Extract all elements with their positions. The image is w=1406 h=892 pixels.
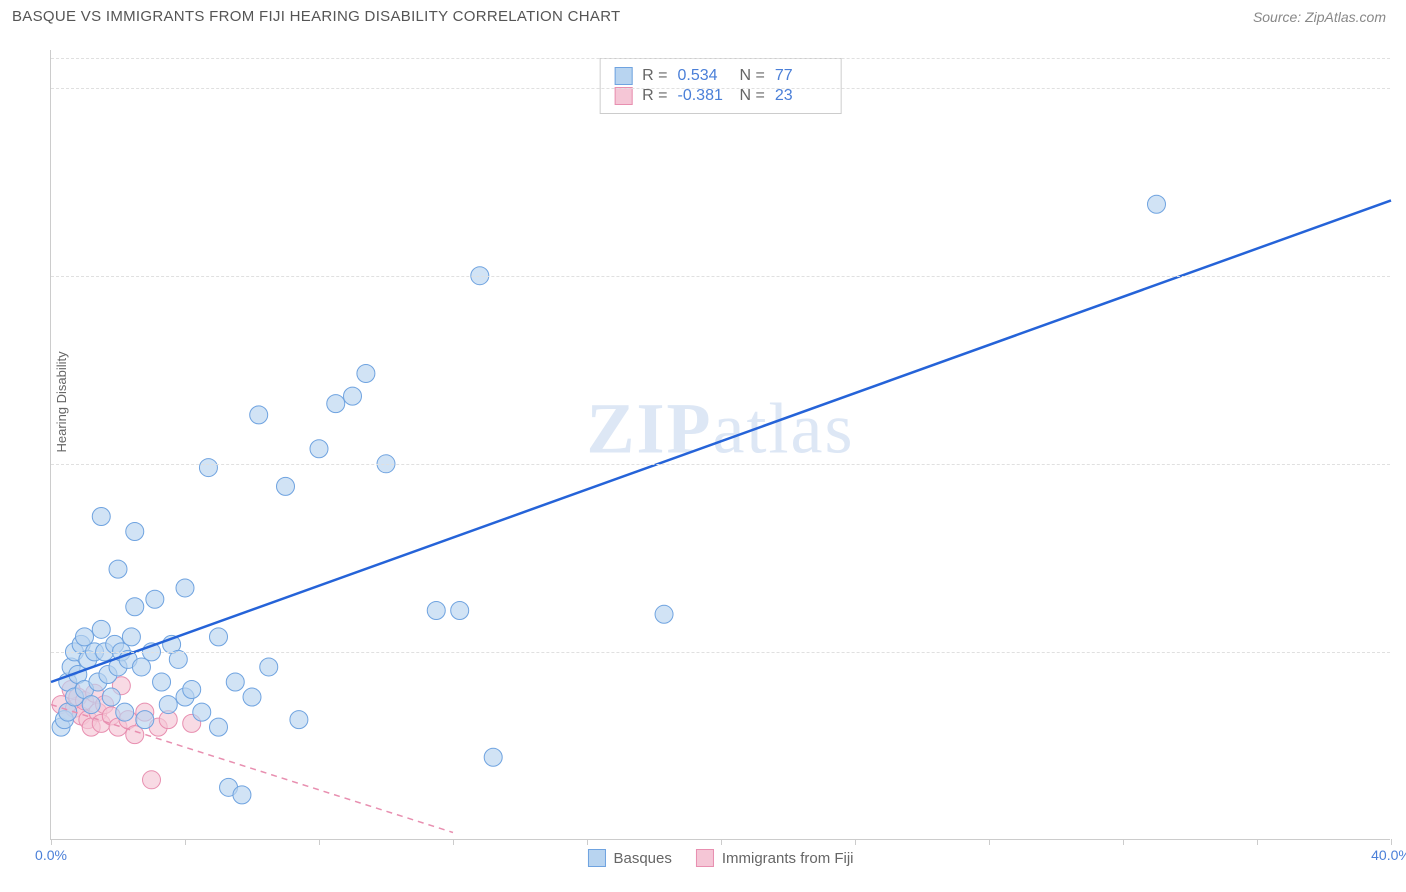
x-tick-label: 0.0% [35, 847, 67, 863]
legend-swatch [614, 87, 632, 105]
chart-title: BASQUE VS IMMIGRANTS FROM FIJI HEARING D… [12, 8, 621, 25]
scatter-point [427, 602, 445, 620]
scatter-point [126, 598, 144, 616]
scatter-point [159, 696, 177, 714]
x-tick [1123, 839, 1124, 845]
trend-line [51, 200, 1391, 682]
scatter-point [183, 681, 201, 699]
gridline [51, 88, 1390, 89]
stats-row: R = 0.534 N = 77 [614, 67, 827, 85]
stats-row: R = -0.381 N = 23 [614, 87, 827, 105]
x-tick [453, 839, 454, 845]
legend-label: Immigrants from Fiji [722, 850, 854, 867]
x-tick [587, 839, 588, 845]
stat-r-label: R = [642, 87, 667, 105]
x-tick [721, 839, 722, 845]
scatter-point [136, 711, 154, 729]
scatter-point [199, 459, 217, 477]
stat-r-label: R = [642, 67, 667, 85]
scatter-point [193, 703, 211, 721]
gridline [51, 58, 1390, 59]
scatter-point [82, 696, 100, 714]
stat-n-label: N = [740, 67, 765, 85]
scatter-point [290, 711, 308, 729]
legend-item: Basques [587, 849, 671, 867]
gridline [51, 276, 1390, 277]
y-axis-label: Hearing Disability [54, 351, 69, 452]
plot-region: ZIPatlas Hearing Disability R =0.534N =7… [50, 50, 1390, 840]
gridline [51, 652, 1390, 653]
scatter-point [327, 395, 345, 413]
legend-swatch [587, 849, 605, 867]
legend-label: Basques [613, 850, 671, 867]
scatter-point [357, 365, 375, 383]
stat-n-label: N = [740, 87, 765, 105]
stat-r-value: -0.381 [678, 87, 730, 105]
scatter-point [109, 560, 127, 578]
scatter-point [116, 703, 134, 721]
scatter-point [1148, 195, 1166, 213]
scatter-point [132, 658, 150, 676]
scatter-point [655, 605, 673, 623]
stat-r-value: 0.534 [678, 67, 730, 85]
scatter-point [451, 602, 469, 620]
x-tick [319, 839, 320, 845]
scatter-point [126, 523, 144, 541]
x-tick [855, 839, 856, 845]
chart-header: BASQUE VS IMMIGRANTS FROM FIJI HEARING D… [0, 0, 1406, 29]
stat-n-value: 77 [775, 67, 827, 85]
scatter-point [243, 688, 261, 706]
scatter-point [210, 628, 228, 646]
scatter-point [277, 477, 295, 495]
stat-n-value: 23 [775, 87, 827, 105]
plot-svg [51, 50, 1390, 839]
gridline [51, 464, 1390, 465]
x-tick [185, 839, 186, 845]
scatter-point [260, 658, 278, 676]
scatter-point [310, 440, 328, 458]
scatter-point [344, 387, 362, 405]
scatter-point [92, 507, 110, 525]
chart-area: ZIPatlas Hearing Disability R =0.534N =7… [50, 50, 1390, 840]
scatter-point [76, 628, 94, 646]
scatter-point [210, 718, 228, 736]
scatter-point [484, 748, 502, 766]
scatter-point [143, 771, 161, 789]
legend-swatch [696, 849, 714, 867]
x-tick [1391, 839, 1392, 845]
chart-source: Source: ZipAtlas.com [1253, 9, 1386, 25]
scatter-point [233, 786, 251, 804]
scatter-point [92, 620, 110, 638]
scatter-point [153, 673, 171, 691]
scatter-point [126, 726, 144, 744]
scatter-point [122, 628, 140, 646]
x-tick-label: 40.0% [1371, 847, 1406, 863]
legend-item: Immigrants from Fiji [696, 849, 854, 867]
scatter-point [169, 650, 187, 668]
bottom-legend: Basques Immigrants from Fiji [587, 849, 853, 867]
x-tick [51, 839, 52, 845]
scatter-point [176, 579, 194, 597]
scatter-point [146, 590, 164, 608]
scatter-point [250, 406, 268, 424]
x-tick [989, 839, 990, 845]
scatter-point [226, 673, 244, 691]
legend-swatch [614, 67, 632, 85]
stats-box: R = 0.534 N = 77 R = -0.381 N = 23 [599, 58, 842, 114]
x-tick [1257, 839, 1258, 845]
scatter-point [102, 688, 120, 706]
